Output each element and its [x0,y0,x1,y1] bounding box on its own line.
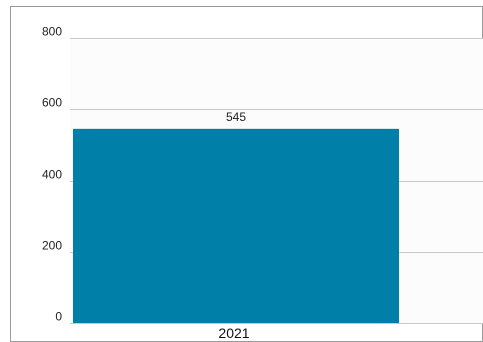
data-label: 545 [226,110,246,124]
x-axis: 2021 [218,325,249,341]
x-category-label: 2021 [218,325,249,341]
bar-2021 [73,128,399,323]
data-labels: 545 [226,110,246,124]
bars [73,128,399,323]
y-tick-label: 400 [42,168,62,182]
y-axis: 0 200 400 600 800 [42,25,62,324]
y-tick-label: 200 [42,239,62,253]
y-tick-label: 0 [55,310,62,324]
y-tick-label: 600 [42,96,62,110]
y-tick-label: 800 [42,25,62,39]
